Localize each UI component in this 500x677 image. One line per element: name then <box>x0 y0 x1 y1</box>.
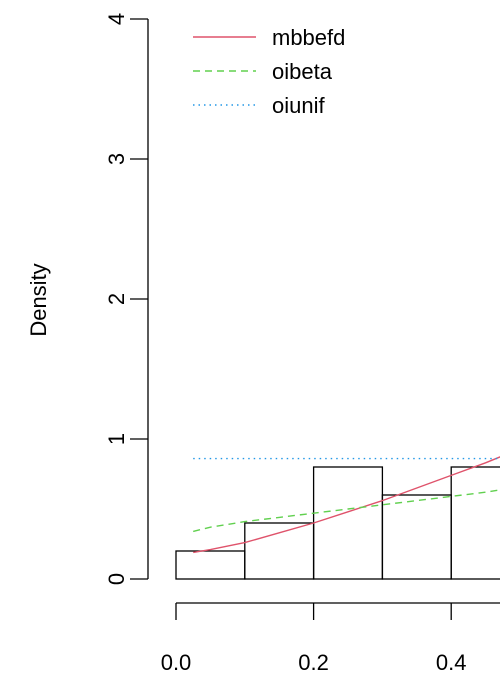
histogram-bar <box>175 550 246 580</box>
histogram-bars <box>175 466 500 580</box>
histogram-bar <box>312 466 384 580</box>
curve-oibeta <box>193 489 500 533</box>
x-axis: 0.0 0.2 0.4 <box>161 602 500 675</box>
legend-label-mbbefd: mbbefd <box>272 25 345 50</box>
y-tick-label: 2 <box>104 293 129 305</box>
curve-mbbefd <box>193 456 500 554</box>
histogram-bar <box>381 494 452 580</box>
y-tick-label: 1 <box>104 433 129 445</box>
fitted-curves <box>193 456 500 554</box>
legend: mbbefd oibeta oiunif <box>193 25 345 118</box>
y-tick-label: 4 <box>104 13 129 25</box>
x-tick-label: 0.0 <box>161 650 192 675</box>
legend-label-oiunif: oiunif <box>272 93 325 118</box>
y-tick-label: 3 <box>104 153 129 165</box>
x-tick-label: 0.2 <box>298 650 329 675</box>
y-axis-label: Density <box>26 263 51 336</box>
histogram-bar <box>450 466 500 580</box>
x-tick-label: 0.4 <box>436 650 467 675</box>
legend-label-oibeta: oibeta <box>272 59 333 84</box>
y-tick-label: 0 <box>104 573 129 585</box>
y-axis: 0 1 2 3 4 <box>104 13 149 585</box>
histogram-bar <box>244 522 315 580</box>
